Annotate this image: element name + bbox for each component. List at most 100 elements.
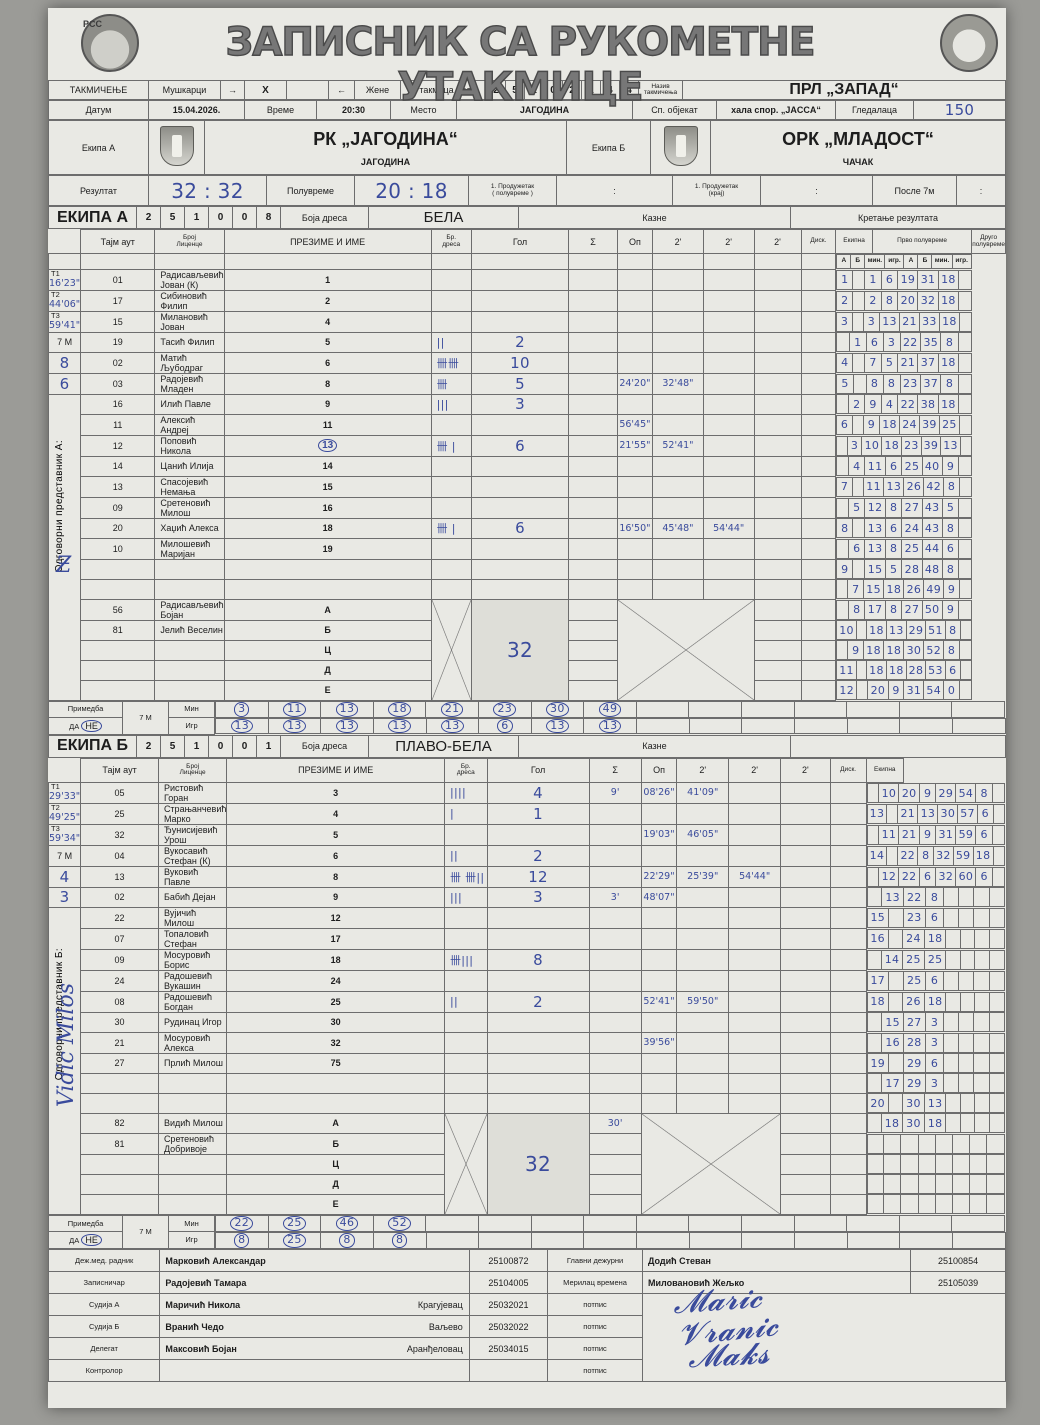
team-penalty-cell[interactable] (829, 1011, 867, 1033)
warning-cell[interactable] (588, 1072, 642, 1094)
penalty-1-cell[interactable] (616, 310, 654, 333)
goal-sum-cell[interactable] (486, 1072, 590, 1094)
warning-cell[interactable] (568, 475, 618, 498)
progress-1h-min[interactable]: 25 (902, 970, 926, 991)
progress-2h-min[interactable]: 18 (937, 394, 960, 414)
penalty-1-cell[interactable] (616, 455, 654, 477)
team-penalty-cell[interactable] (800, 639, 837, 661)
progress-1h-b[interactable] (883, 1194, 902, 1215)
team-penalty-cell[interactable] (800, 413, 837, 436)
goal-tally-cell[interactable] (430, 537, 472, 560)
progress-2h-b[interactable] (958, 970, 975, 991)
goal-sum-cell[interactable] (486, 906, 590, 929)
penalty-1-cell[interactable] (616, 289, 654, 312)
team-b-7m-plr-4[interactable] (425, 1231, 480, 1249)
team-b-7m-plr-6[interactable] (530, 1231, 585, 1249)
progress-1h-b[interactable]: 14 (880, 949, 904, 970)
progress-2h-a[interactable]: 26 (903, 476, 925, 497)
progress-1h-plr[interactable]: 3 (882, 332, 901, 352)
progress-1h-min[interactable]: 22 (898, 866, 920, 887)
goal-tally-cell[interactable]: ||| (430, 393, 472, 415)
goal-sum-cell[interactable]: 3 (470, 393, 570, 415)
goal-sum-cell[interactable] (486, 1011, 590, 1033)
progress-2h-plr[interactable] (991, 866, 1006, 887)
progress-2h-min[interactable]: 6 (944, 660, 961, 680)
warning-cell[interactable] (568, 268, 618, 291)
progress-1h-min[interactable]: 13 (864, 538, 886, 559)
progress-2h-plr[interactable] (989, 991, 1005, 1012)
goal-sum-cell[interactable]: 2 (486, 990, 590, 1013)
progress-1h-plr[interactable]: 18 (923, 1113, 947, 1134)
progress-1h-b[interactable] (851, 311, 864, 332)
progress-2h-b[interactable]: 37 (920, 373, 942, 394)
penalty-3-cell[interactable] (702, 434, 755, 457)
penalty-3-cell[interactable] (702, 331, 755, 353)
progress-2h-b[interactable]: 50 (921, 599, 943, 620)
penalty-2-cell[interactable] (652, 578, 704, 600)
penalty-3-cell[interactable] (702, 578, 755, 600)
progress-1h-plr[interactable]: 18 (885, 660, 907, 680)
progress-2h-b[interactable]: 59 (952, 845, 974, 866)
team-penalty-cell[interactable] (829, 1173, 867, 1195)
penalty-1-cell[interactable]: 39'56" (640, 1031, 678, 1054)
progress-1h-b[interactable] (852, 352, 866, 373)
progress-1h-plr[interactable] (917, 1194, 937, 1215)
warning-cell[interactable]: 3' (588, 886, 642, 908)
progress-1h-a[interactable] (866, 1194, 885, 1215)
progress-1h-min[interactable]: 15 (862, 579, 885, 599)
progress-2h-a[interactable] (945, 949, 961, 970)
team-penalty-cell[interactable] (829, 906, 867, 929)
goal-tally-cell[interactable]: 卌 | (430, 434, 472, 457)
progress-1h-b[interactable] (886, 845, 899, 866)
progress-1h-a[interactable]: 6 (836, 414, 853, 435)
disqualification-cell[interactable] (753, 517, 802, 539)
penalty-3-cell[interactable] (702, 310, 755, 333)
penalty-1-cell[interactable]: 08'26" (640, 781, 678, 804)
progress-1h-a[interactable] (866, 866, 880, 887)
progress-1h-min[interactable]: 18 (866, 620, 887, 640)
progress-1h-b[interactable] (852, 559, 866, 579)
progress-2h-min[interactable]: 8 (940, 332, 959, 352)
progress-2h-min[interactable]: 18 (937, 269, 960, 290)
disqualification-cell[interactable] (780, 906, 831, 929)
team-penalty-cell[interactable] (800, 289, 837, 312)
goal-tally-cell[interactable]: |||| (443, 781, 488, 804)
progress-2h-b[interactable]: 60 (955, 866, 977, 887)
progress-1h-a[interactable] (836, 640, 849, 660)
progress-2h-a[interactable] (935, 1133, 954, 1154)
progress-1h-plr[interactable]: 8 (880, 290, 899, 311)
progress-1h-min[interactable]: 11 (864, 456, 886, 476)
progress-1h-b[interactable] (883, 1154, 902, 1175)
team-b-7m-plr-13[interactable] (899, 1231, 953, 1249)
disqualification-cell[interactable] (753, 455, 802, 477)
progress-2h-plr[interactable] (959, 579, 972, 599)
team-penalty-cell[interactable] (829, 1052, 867, 1074)
progress-2h-min[interactable]: 6 (975, 824, 993, 845)
goal-sum-cell[interactable] (470, 289, 570, 312)
goal-sum-cell[interactable] (486, 927, 590, 950)
team-a-7m-min-1[interactable]: 11 (267, 701, 322, 718)
penalty-1-cell[interactable] (640, 1072, 678, 1094)
team-b-7m-min-4[interactable] (425, 1215, 479, 1232)
progress-1h-min[interactable]: 7 (864, 352, 882, 373)
progress-2h-plr[interactable] (957, 332, 972, 352)
progress-2h-b[interactable]: 39 (918, 414, 940, 435)
progress-2h-a[interactable]: 21 (897, 352, 919, 373)
progress-1h-b[interactable]: 17 (881, 1073, 904, 1094)
progress-2h-plr[interactable] (988, 1073, 1006, 1094)
progress-2h-b[interactable]: 44 (921, 538, 943, 559)
progress-1h-min[interactable]: 21 (898, 824, 920, 845)
warning-cell[interactable] (588, 948, 642, 971)
team-a-7m-plr-2[interactable]: 13 (320, 717, 374, 735)
progress-2h-min[interactable]: 8 (944, 620, 961, 640)
goal-sum-cell[interactable]: 10 (470, 351, 570, 374)
team-penalty-cell[interactable] (800, 351, 837, 374)
goal-tally-cell[interactable] (443, 1052, 488, 1074)
warning-cell[interactable] (568, 496, 618, 519)
disqualification-cell[interactable] (753, 393, 802, 415)
team-penalty-cell[interactable] (829, 844, 867, 867)
disqualification-cell[interactable] (753, 598, 802, 621)
penalty-3-cell[interactable] (728, 1092, 782, 1114)
progress-2h-min[interactable] (968, 1194, 988, 1215)
progress-2h-b[interactable]: 43 (921, 497, 943, 518)
